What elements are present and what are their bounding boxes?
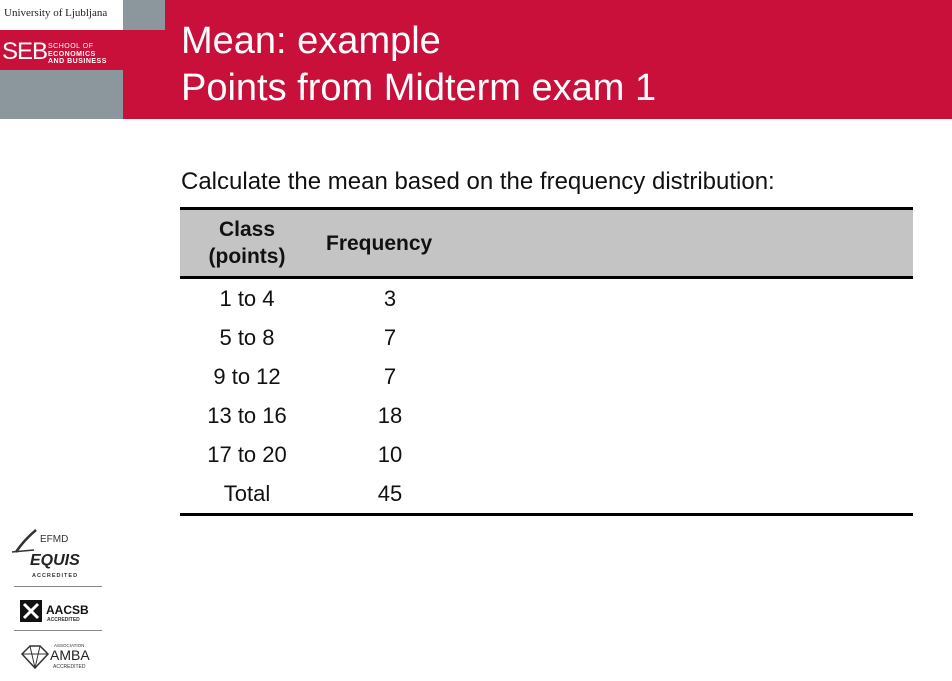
cell-class: 1 to 4 bbox=[219, 286, 275, 311]
school-logo: SEB SCHOOL OF ECONOMICS AND BUSINESS bbox=[0, 30, 123, 70]
aacsb-name: AACSB bbox=[46, 603, 89, 617]
university-bar: University of Ljubljana bbox=[0, 0, 123, 30]
header-class-line-1: Class bbox=[218, 218, 276, 241]
cell-fill bbox=[466, 278, 913, 319]
slide-header: University of Ljubljana SEB SCHOOL OF EC… bbox=[0, 0, 952, 119]
logo-divider bbox=[14, 586, 102, 587]
header-gray-block bbox=[123, 0, 165, 30]
table-header-row: Class (points) Frequency bbox=[180, 207, 913, 279]
header-class-line-2: (points) bbox=[208, 245, 286, 268]
amba-sub: ACCREDITED bbox=[53, 664, 86, 670]
table-row: 9 to 12 7 bbox=[180, 357, 913, 396]
amba-logo: ASSOCIATION AMBA ACCREDITED bbox=[20, 643, 90, 670]
school-name-line-2: ECONOMICS bbox=[48, 50, 96, 58]
slide-title: Mean: example Points from Midterm exam 1 bbox=[181, 18, 656, 112]
cell-frequency: 3 bbox=[383, 286, 397, 311]
cell-class: 5 to 8 bbox=[219, 325, 275, 350]
cell-fill bbox=[466, 435, 913, 474]
cell-fill bbox=[466, 396, 913, 435]
slide-title-line-2: Points from Midterm exam 1 bbox=[181, 67, 657, 109]
header-fill bbox=[466, 207, 913, 279]
table-row: 5 to 8 7 bbox=[180, 318, 913, 357]
equis-logo: EFMD EQUIS ACCREDITED bbox=[11, 529, 80, 579]
cell-class: Total bbox=[180, 474, 314, 516]
cell-frequency: 10 bbox=[377, 442, 403, 467]
instruction-text: Calculate the mean based on the frequenc… bbox=[181, 168, 775, 195]
table-row: 13 to 16 18 bbox=[180, 396, 913, 435]
university-name: University of Ljubljana bbox=[4, 7, 108, 19]
cell-class: 9 to 12 bbox=[213, 364, 281, 389]
cell-frequency: 7 bbox=[383, 364, 397, 389]
header-gray-lower bbox=[0, 70, 123, 119]
table-row: 1 to 4 3 bbox=[180, 278, 913, 319]
aacsb-sub: ACCREDITED bbox=[47, 617, 80, 623]
equis-org: EFMD bbox=[40, 534, 68, 545]
amba-name: AMBA bbox=[50, 647, 90, 663]
cell-frequency: 45 bbox=[314, 474, 466, 516]
school-mark: SEB bbox=[2, 38, 48, 65]
cell-fill bbox=[466, 357, 913, 396]
table-row: 17 to 20 10 bbox=[180, 435, 913, 474]
equis-sub: ACCREDITED bbox=[32, 573, 78, 579]
header-frequency: Frequency bbox=[314, 207, 466, 279]
header-class: Class (points) bbox=[180, 207, 314, 279]
cell-class: 13 to 16 bbox=[207, 403, 287, 428]
school-name-line-3: AND BUSINESS bbox=[48, 58, 107, 65]
cell-class: 17 to 20 bbox=[207, 442, 287, 467]
equis-swoosh-icon bbox=[14, 529, 37, 553]
amba-top: ASSOCIATION bbox=[54, 643, 84, 648]
cell-fill bbox=[466, 474, 913, 516]
header-accent-lower bbox=[123, 70, 165, 119]
aacsb-logo: AACSB ACCREDITED bbox=[20, 600, 89, 623]
school-name: SCHOOL OF ECONOMICS AND BUSINESS bbox=[48, 43, 107, 66]
diamond-icon bbox=[20, 645, 50, 670]
cell-frequency: 7 bbox=[383, 325, 397, 350]
logo-divider bbox=[14, 630, 102, 631]
slide-title-line-1: Mean: example bbox=[181, 20, 441, 62]
frequency-table: Class (points) Frequency 1 to 4 3 5 to 8… bbox=[180, 207, 913, 516]
table-row-total: Total 45 bbox=[180, 474, 913, 516]
cell-frequency: 18 bbox=[377, 403, 403, 428]
equis-name: EQUIS bbox=[30, 552, 80, 569]
school-name-line-1: SCHOOL OF bbox=[48, 43, 94, 50]
cell-fill bbox=[466, 318, 913, 357]
